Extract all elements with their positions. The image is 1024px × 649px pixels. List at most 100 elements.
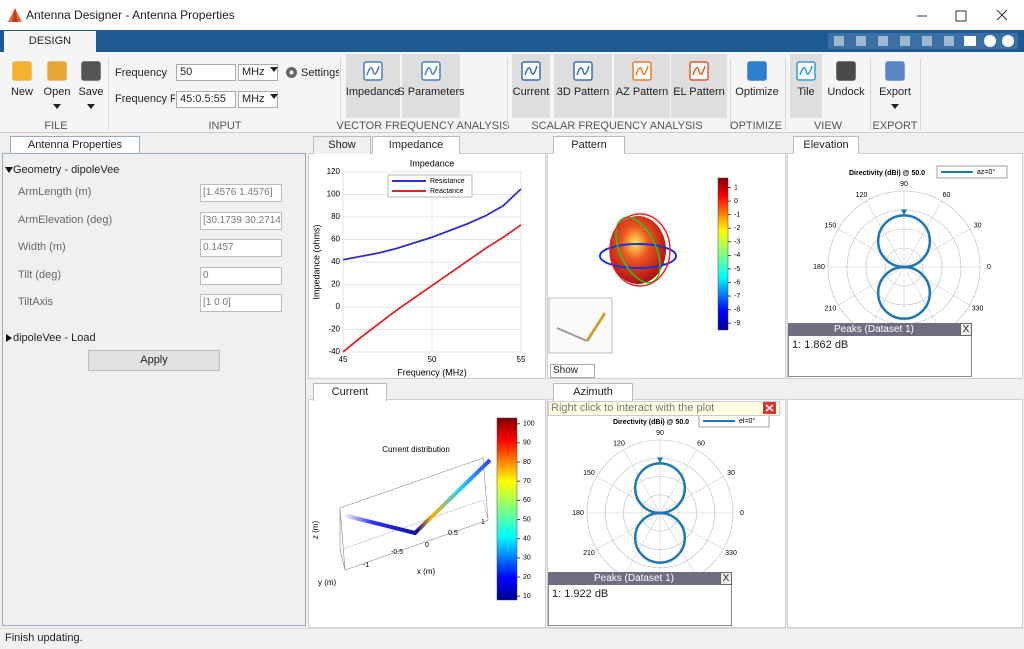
button-label: AZ Pattern — [615, 86, 669, 98]
angle-label: 210 — [825, 305, 837, 312]
ribbon-button[interactable]: New — [7, 54, 37, 118]
button-label: Undock — [827, 86, 865, 98]
ribbon-button[interactable]: Open — [40, 54, 74, 118]
colorbar-tick-label: 70 — [523, 478, 531, 485]
angle-label: 60 — [943, 192, 951, 199]
peak-value: 1: 1.922 dB — [552, 588, 609, 600]
panel-tab[interactable]: Pattern — [553, 136, 625, 154]
colorbar-tick-label: 30 — [523, 555, 531, 562]
angle-label: 210 — [583, 550, 595, 557]
x-tick-label: 45 — [339, 355, 348, 364]
tab-strip — [0, 30, 1024, 52]
panel-tab[interactable]: Antenna Properties — [10, 136, 140, 154]
text-field[interactable]: 50 — [176, 64, 236, 81]
expand-arrow — [5, 167, 13, 173]
panel-tab[interactable]: Elevation — [793, 136, 859, 154]
button-label: 3D Pattern — [556, 86, 610, 98]
button-label: S Parameters — [397, 86, 465, 98]
panel-tab[interactable]: Current — [313, 383, 387, 401]
ribbon-button[interactable]: Save — [76, 54, 106, 118]
settings-button[interactable]: Settings — [301, 67, 339, 79]
plot-title: Current distribution — [382, 445, 450, 454]
colorbar-tick-label: 60 — [523, 497, 531, 504]
ribbon-button[interactable]: Optimize — [734, 54, 780, 118]
ribbon-button[interactable]: AZ Pattern — [614, 54, 670, 118]
legend-label: Reactance — [430, 188, 464, 195]
polar-plot: Directivity (dBi) @ 50.0 az=0° 90 120 60 150 3… — [813, 165, 1008, 323]
dropdown[interactable]: Show — [550, 364, 595, 378]
apply-button[interactable]: Apply — [88, 350, 220, 371]
properties-panel — [2, 153, 306, 626]
panel-tab[interactable]: Impedance — [372, 136, 460, 154]
unit-dropdown[interactable]: MHz — [238, 91, 278, 108]
arrow — [891, 104, 899, 109]
button-label: EL Pattern — [673, 86, 725, 98]
quick-access-toolbar[interactable] — [828, 33, 1018, 49]
colorbar-tick-label: 0 — [734, 198, 738, 205]
field-label: Tilt (deg) — [18, 268, 61, 281]
arrow — [5, 167, 13, 173]
icon-shape — [747, 61, 767, 81]
peak-value: 1: 1.862 dB — [792, 339, 849, 351]
ribbon-button[interactable]: S Parameters — [397, 54, 465, 118]
panel-tab[interactable]: Azimuth — [553, 383, 633, 401]
hint-close — [763, 402, 776, 414]
button-label: Tile — [797, 86, 815, 98]
group-label: INPUT — [208, 120, 242, 132]
y-tick-label: 120 — [327, 167, 341, 176]
angle-label: 30 — [727, 470, 735, 477]
angle-label: 330 — [725, 550, 737, 557]
ribbon-button[interactable]: EL Pattern — [671, 54, 727, 118]
dropdown-arrow — [270, 67, 278, 72]
panel-tab[interactable]: Show — [313, 136, 371, 154]
icon-shape — [885, 61, 905, 81]
angle-label: 90 — [656, 430, 664, 437]
z-axis-label: z (m) — [311, 521, 320, 540]
gear-icon — [286, 67, 297, 78]
axes-box — [339, 499, 489, 551]
y-tick-label: 40 — [331, 257, 340, 266]
x-tick-label: -0.5 — [391, 549, 403, 556]
ribbon-tab[interactable]: DESIGN — [4, 31, 96, 52]
icon-glyph — [692, 65, 706, 76]
button-icon — [747, 61, 767, 81]
ribbon-button[interactable]: Tile — [790, 54, 822, 118]
field-value[interactable]: 0.1457 — [200, 239, 282, 257]
ribbon-button[interactable]: 3D Pattern — [554, 54, 612, 118]
arrow — [270, 67, 278, 72]
close-button[interactable]: X — [720, 572, 732, 585]
icon-glyph — [799, 65, 813, 76]
button-icon — [885, 61, 905, 81]
label: Frequency — [115, 67, 167, 79]
close-button[interactable]: X — [960, 323, 972, 336]
button-label: Open — [43, 86, 71, 98]
ribbon-button[interactable]: Export — [875, 54, 915, 118]
field-value[interactable]: [1 0 0] — [200, 294, 282, 312]
ribbon-button[interactable]: Current — [512, 54, 550, 118]
button-icon — [363, 61, 383, 81]
axes-box — [339, 457, 489, 571]
ribbon-button[interactable]: Impedance — [346, 54, 400, 118]
ribbon-button[interactable]: Undock — [824, 54, 868, 118]
field-value[interactable]: [30.1739 30.2714] — [200, 211, 282, 230]
angle-label: 120 — [613, 441, 625, 448]
plot-title: Directivity (dBi) @ 50.0 — [613, 419, 689, 426]
text-field[interactable]: 45:0.5:55 — [176, 91, 236, 108]
angle-label: 30 — [974, 222, 982, 229]
button-icon — [81, 61, 101, 81]
field-value[interactable]: 0 — [200, 266, 282, 285]
colorbar-tick-label: 1 — [734, 184, 738, 191]
peak-marker — [901, 209, 907, 216]
colorbar — [496, 417, 518, 601]
y-tick-label: -40 — [328, 347, 340, 356]
field-value[interactable]: [1.4576 1.4576] — [200, 184, 282, 202]
y-axis-label: y (m) — [318, 578, 337, 587]
unit-dropdown[interactable]: MHz — [238, 64, 278, 81]
icon-shape — [81, 61, 101, 81]
field-label: ArmElevation (deg) — [18, 213, 113, 226]
button-icon — [689, 61, 709, 81]
window-controls[interactable] — [900, 6, 1020, 26]
group-separator — [730, 58, 731, 130]
peaks-title: Peaks (Dataset 1) — [548, 572, 720, 585]
